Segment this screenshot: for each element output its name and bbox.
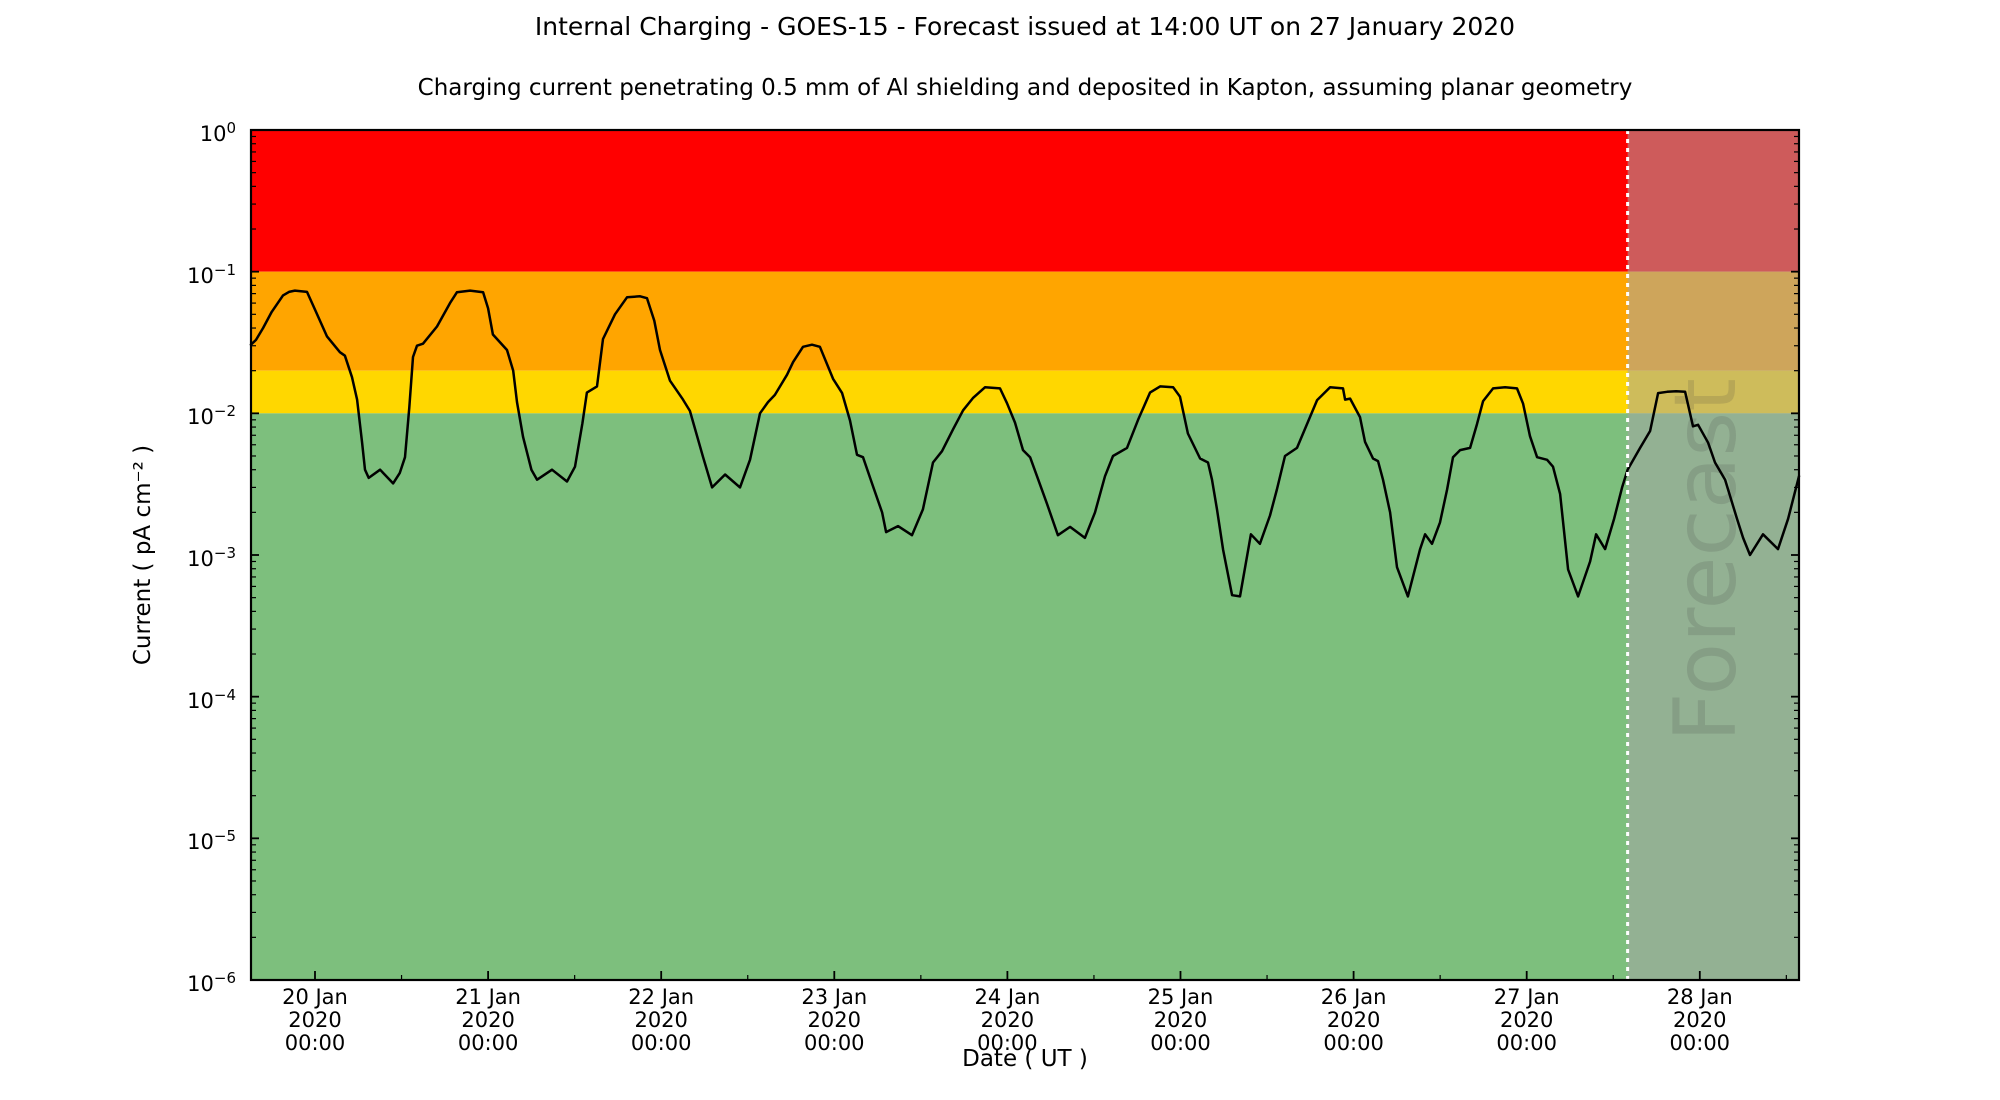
plot-frame (249, 128, 1801, 982)
plot-svg: Forecast (249, 128, 1801, 982)
charging-current-line (249, 289, 1801, 598)
forecast-watermark: Forecast (1656, 378, 1756, 742)
plot-area: Forecast (249, 128, 1801, 982)
chart-title: Internal Charging - GOES-15 - Forecast i… (534, 12, 1516, 41)
x-tick-label: 26 Jan 2020 00:00 (1320, 985, 1387, 1055)
y-tick-label: 10−4 (187, 685, 236, 713)
x-tick-label: 25 Jan 2020 00:00 (1147, 985, 1214, 1055)
x-tick-label: 22 Jan 2020 00:00 (628, 985, 695, 1055)
zone-green-safe (251, 413, 1799, 980)
alert-zones (251, 130, 1799, 980)
x-tick-label: 24 Jan 2020 00:00 (974, 985, 1041, 1055)
x-tick-label: 21 Jan 2020 00:00 (455, 985, 521, 1055)
x-axis-label: Date ( UT ) (962, 1046, 1088, 1072)
y-tick-label: 10−1 (187, 260, 236, 288)
x-tick-label: 28 Jan 2020 00:00 (1666, 985, 1733, 1055)
y-tick-label: 100 (199, 119, 236, 146)
y-tick-label: 10−6 (187, 969, 236, 996)
zone-yellow-alert (251, 370, 1799, 414)
x-tick-label: 27 Jan 2020 00:00 (1493, 985, 1560, 1055)
y-tick-label: 10−3 (187, 544, 236, 571)
zone-orange-alert (251, 271, 1799, 371)
y-tick-label: 10−5 (187, 827, 236, 855)
x-tick-label: 23 Jan 2020 00:00 (801, 985, 868, 1055)
forecast-overlay (1627, 130, 1799, 980)
zone-red-alert (251, 130, 1799, 272)
x-tick-label: 20 Jan 2020 00:00 (282, 985, 348, 1055)
y-tick-label: 10−2 (187, 402, 236, 430)
chart-subtitle: Charging current penetrating 0.5 mm of A… (417, 75, 1633, 101)
